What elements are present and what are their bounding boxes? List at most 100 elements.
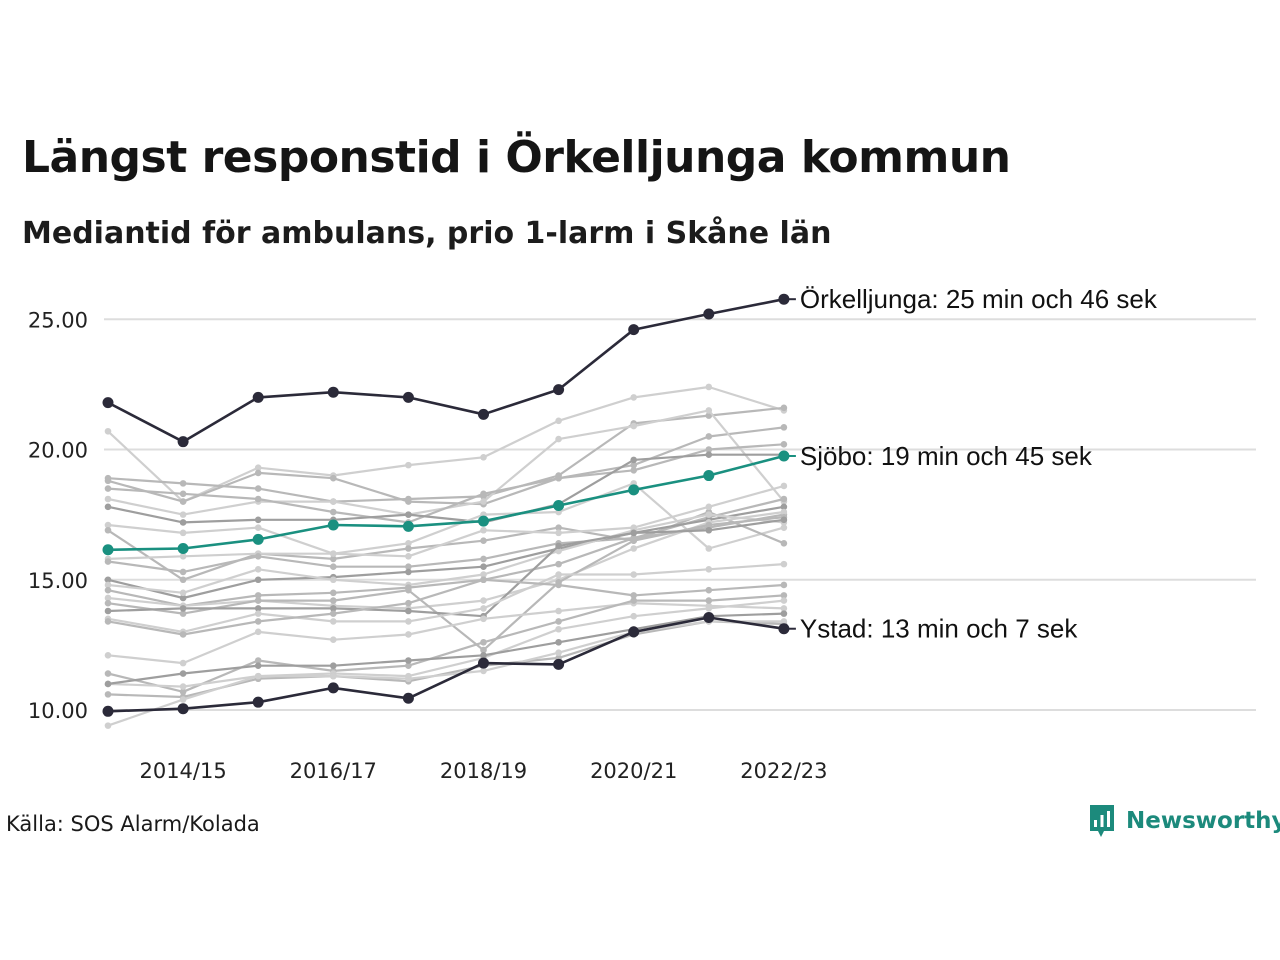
series-point <box>104 526 112 534</box>
series-point <box>252 533 264 545</box>
series-line <box>107 385 785 503</box>
series-point <box>405 563 412 571</box>
series-point <box>555 435 562 443</box>
series-line <box>107 406 785 503</box>
chart-title: Längst responstid i Örkelljunga kommun <box>22 132 1011 183</box>
series-point <box>102 705 114 717</box>
series-point <box>104 594 112 602</box>
series-point <box>555 524 562 531</box>
series-point <box>179 696 187 703</box>
series-line <box>107 482 785 555</box>
series-line <box>107 620 784 727</box>
series-point <box>254 618 262 625</box>
series-point <box>104 691 112 698</box>
series-point <box>480 605 487 612</box>
series-point <box>179 589 187 597</box>
x-axis-ticks: 2014/15 2016/17 2018/19 2020/21 2022/23 <box>139 759 827 783</box>
series-line <box>107 453 784 524</box>
chart-bubble-icon <box>1090 805 1114 837</box>
series-point <box>405 545 412 552</box>
series-point <box>179 576 187 584</box>
series-point <box>179 688 187 696</box>
series-point <box>705 526 713 534</box>
series-point <box>104 503 112 511</box>
y-axis-ticks: 10.00 15.00 20.00 25.00 <box>28 308 88 723</box>
source-note: Källa: SOS Alarm/Kolada <box>6 812 260 836</box>
series-point <box>405 553 412 560</box>
x-tick-label: 2020/21 <box>590 759 677 783</box>
background-series-19 <box>104 599 788 667</box>
series-line <box>107 484 785 560</box>
series-point <box>179 519 187 526</box>
series-point <box>102 397 114 409</box>
series-line <box>107 612 784 685</box>
series-point <box>630 529 637 537</box>
series-point <box>179 498 187 505</box>
series-point <box>705 503 713 511</box>
series-point <box>780 516 788 524</box>
series-point <box>330 618 337 625</box>
series-line <box>107 497 785 573</box>
series-point <box>104 521 112 529</box>
series-point <box>705 521 713 529</box>
series-line <box>107 563 784 633</box>
series-point <box>703 612 715 624</box>
series-point <box>330 474 337 482</box>
background-series-16 <box>104 516 788 620</box>
series-point <box>254 516 262 524</box>
series-point <box>104 607 112 615</box>
series-point <box>330 662 337 670</box>
series-point <box>179 605 187 612</box>
series-point <box>405 511 412 518</box>
series-point <box>330 605 337 612</box>
series-point <box>330 597 337 604</box>
series-point <box>628 324 640 336</box>
series-point <box>405 599 412 607</box>
series-point <box>402 692 414 704</box>
series-point <box>780 581 788 589</box>
series-line <box>107 602 784 665</box>
logo-text: Newsworthy <box>1126 808 1280 834</box>
series-point <box>780 508 788 516</box>
series-point <box>177 436 189 448</box>
background-series-7 <box>104 480 788 557</box>
series-point <box>480 454 487 461</box>
series-point <box>555 618 562 625</box>
series-point <box>254 553 262 560</box>
series-line <box>107 516 785 652</box>
series-point <box>705 586 713 594</box>
series-point <box>405 607 412 615</box>
series-point <box>555 474 562 482</box>
series-point <box>104 427 112 435</box>
series-point <box>254 657 262 664</box>
background-series-4 <box>104 407 788 518</box>
series-point <box>252 696 264 708</box>
series-point <box>630 597 637 604</box>
series-point <box>630 571 637 578</box>
series-point <box>254 662 262 670</box>
series-point <box>405 662 412 670</box>
series-point <box>254 464 262 472</box>
series-point <box>780 424 788 431</box>
series-point <box>705 545 713 552</box>
series-point <box>254 605 262 612</box>
series-point <box>555 560 562 568</box>
series-point <box>405 539 412 547</box>
series-point <box>478 515 489 527</box>
series-point <box>705 407 713 414</box>
series-point <box>254 485 262 492</box>
series-point <box>330 636 337 643</box>
series-point <box>254 469 262 477</box>
series-point <box>179 631 187 638</box>
series-point <box>104 581 112 589</box>
series-line <box>107 616 785 713</box>
series-point <box>330 563 337 571</box>
series-point <box>254 592 262 599</box>
series-point <box>480 651 487 659</box>
series-point <box>104 485 112 492</box>
series-point <box>104 722 112 729</box>
series-point <box>254 628 262 636</box>
series-point <box>780 605 788 612</box>
series-point <box>555 581 562 589</box>
y-tick-label: 25.00 <box>28 308 88 332</box>
